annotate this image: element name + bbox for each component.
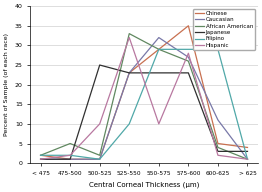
Filipino xyxy=(157,48,160,50)
Hispanic xyxy=(246,158,249,160)
Japanese xyxy=(157,72,160,74)
Filipino xyxy=(187,48,190,50)
Filipino xyxy=(246,158,249,160)
African American xyxy=(69,142,72,145)
Filipino xyxy=(69,154,72,156)
African American xyxy=(128,32,131,35)
Line: Caucasian: Caucasian xyxy=(41,38,248,159)
Hispanic xyxy=(216,154,220,156)
Japanese xyxy=(69,158,72,160)
Line: Chinese: Chinese xyxy=(41,26,248,159)
Hispanic xyxy=(69,154,72,156)
Chinese xyxy=(216,142,220,145)
Caucasian xyxy=(69,158,72,160)
Caucasian xyxy=(128,72,131,74)
Japanese xyxy=(39,158,42,160)
Japanese xyxy=(187,72,190,74)
Chinese xyxy=(128,72,131,74)
Caucasian xyxy=(157,36,160,39)
African American xyxy=(157,48,160,50)
Y-axis label: Percent of Sample (of each race): Percent of Sample (of each race) xyxy=(4,33,9,136)
Line: Hispanic: Hispanic xyxy=(41,38,248,159)
Legend: Chinese, Caucasian, African American, Japanese, Filipino, Hispanic: Chinese, Caucasian, African American, Ja… xyxy=(193,9,255,50)
Filipino xyxy=(39,154,42,156)
Chinese xyxy=(246,146,249,149)
Filipino xyxy=(128,123,131,125)
Line: Japanese: Japanese xyxy=(41,65,248,159)
Filipino xyxy=(98,158,101,160)
Filipino xyxy=(216,48,220,50)
Hispanic xyxy=(128,36,131,39)
Line: African American: African American xyxy=(41,34,248,159)
Chinese xyxy=(187,25,190,27)
Hispanic xyxy=(39,158,42,160)
Caucasian xyxy=(98,158,101,160)
African American xyxy=(98,154,101,156)
Chinese xyxy=(157,48,160,50)
Japanese xyxy=(128,72,131,74)
Hispanic xyxy=(157,123,160,125)
Chinese xyxy=(39,154,42,156)
Japanese xyxy=(98,64,101,66)
Caucasian xyxy=(39,158,42,160)
X-axis label: Central Corneal Thickness (μm): Central Corneal Thickness (μm) xyxy=(89,181,199,188)
Japanese xyxy=(216,150,220,152)
African American xyxy=(246,158,249,160)
Line: Filipino: Filipino xyxy=(41,49,248,159)
Hispanic xyxy=(187,52,190,54)
African American xyxy=(187,60,190,62)
Caucasian xyxy=(246,158,249,160)
Hispanic xyxy=(98,123,101,125)
African American xyxy=(39,154,42,156)
Chinese xyxy=(98,158,101,160)
Caucasian xyxy=(187,56,190,58)
Japanese xyxy=(246,150,249,152)
Chinese xyxy=(69,158,72,160)
African American xyxy=(216,146,220,149)
Caucasian xyxy=(216,119,220,121)
